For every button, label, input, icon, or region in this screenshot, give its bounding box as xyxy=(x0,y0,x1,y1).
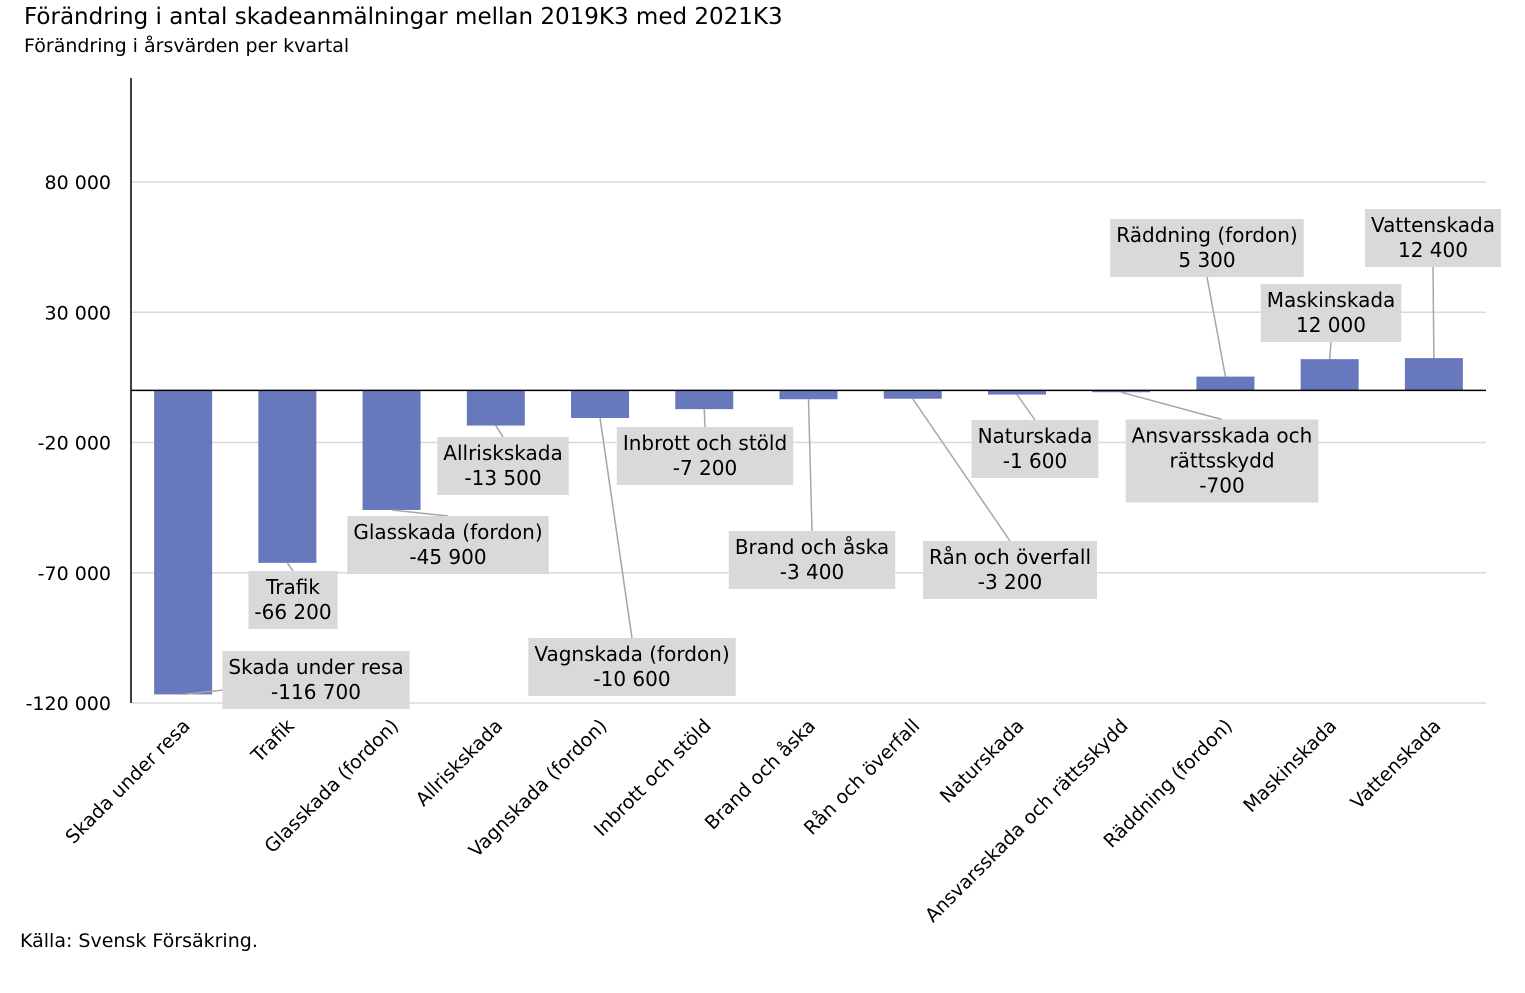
data-label-box xyxy=(437,437,569,495)
bar xyxy=(883,390,942,399)
x-tick-label: Rån och överfall xyxy=(799,714,924,839)
data-label-leader xyxy=(807,399,813,532)
x-tick-label: Skada under resa xyxy=(61,715,194,848)
data-label-box xyxy=(248,571,338,629)
data-label-box xyxy=(971,420,1099,478)
source-note: Källa: Svensk Försäkring. xyxy=(20,930,258,952)
bar xyxy=(1092,390,1151,393)
data-label: -3 400 xyxy=(780,560,844,584)
bar xyxy=(466,390,525,426)
bar xyxy=(154,390,213,695)
data-label-leader xyxy=(599,417,633,639)
data-label-leader xyxy=(495,425,504,438)
bar xyxy=(258,390,317,563)
data-label: -45 900 xyxy=(409,545,486,569)
data-label-box xyxy=(222,651,410,709)
data-label: Inbrott och stöld xyxy=(623,431,787,455)
data-label: 5 300 xyxy=(1178,248,1235,272)
data-label: -7 200 xyxy=(673,456,737,480)
data-label: 12 000 xyxy=(1296,313,1366,337)
x-tick-label: Allriskskada xyxy=(412,715,508,811)
x-tick-label: Vattenskada xyxy=(1347,715,1446,814)
data-label: Naturskada xyxy=(978,424,1093,448)
data-label: -1 600 xyxy=(1003,449,1067,473)
y-tick-label: -70 000 xyxy=(38,563,111,585)
data-label: -13 500 xyxy=(464,466,541,490)
data-label-box xyxy=(922,541,1098,599)
data-label: -116 700 xyxy=(271,680,361,704)
data-label: Vattenskada xyxy=(1371,213,1495,237)
data-label-leader xyxy=(1120,391,1223,421)
x-tick-label: Inbrott och stöld xyxy=(590,715,716,841)
data-label-leader xyxy=(1206,276,1227,377)
data-label-leader xyxy=(1016,394,1036,421)
data-label: Glasskada (fordon) xyxy=(353,520,542,544)
data-label: -10 600 xyxy=(593,667,670,691)
x-tick-label: Brand och åska xyxy=(700,714,820,834)
data-label-box xyxy=(1365,209,1501,267)
data-label: 12 400 xyxy=(1398,238,1468,262)
bar xyxy=(779,390,838,400)
x-tick-label: Naturskada xyxy=(936,715,1029,808)
data-label: -66 200 xyxy=(254,600,331,624)
data-label-box xyxy=(1125,419,1319,503)
x-tick-label: Maskinskada xyxy=(1239,715,1341,817)
data-label: -3 200 xyxy=(978,570,1042,594)
x-tick-label: Trafik xyxy=(246,715,299,768)
data-label-box xyxy=(347,516,549,574)
data-label: Trafik xyxy=(265,575,320,599)
data-label-leader xyxy=(1432,266,1435,359)
chart-title: Förändring i antal skadeanmälningar mell… xyxy=(24,4,783,30)
data-label-leader xyxy=(286,562,294,572)
data-label-box xyxy=(728,531,896,589)
data-label-box xyxy=(1110,219,1304,277)
y-tick-label: 30 000 xyxy=(45,302,111,324)
y-tick-label: 80 000 xyxy=(45,172,111,194)
data-label-box xyxy=(1260,284,1402,342)
data-label: rättsskydd xyxy=(1169,449,1274,473)
bar xyxy=(1196,376,1255,391)
data-label-leader xyxy=(1328,341,1332,360)
data-label: Ansvarsskada och xyxy=(1132,424,1313,448)
y-tick-label: -20 000 xyxy=(38,433,111,455)
data-label: Allriskskada xyxy=(443,441,562,465)
data-label: Brand och åska xyxy=(735,535,889,559)
data-label-leader xyxy=(912,398,1011,542)
data-label-box xyxy=(528,638,736,696)
data-label: Räddning (fordon) xyxy=(1116,223,1297,247)
data-label: Vagnskada (fordon) xyxy=(534,642,729,666)
data-label: Rån och överfall xyxy=(929,545,1091,569)
bar xyxy=(571,390,630,419)
data-label: -700 xyxy=(1199,474,1244,498)
data-label-leader xyxy=(391,509,449,517)
chart-subtitle: Förändring i årsvärden per kvartal xyxy=(24,35,350,57)
x-tick-label: Ansvarsskada och rättsskydd xyxy=(921,715,1133,927)
bar xyxy=(1404,358,1463,391)
bar xyxy=(1300,359,1359,391)
data-label: Skada under resa xyxy=(228,655,403,679)
y-tick-label: -120 000 xyxy=(26,693,111,715)
data-label: Maskinskada xyxy=(1267,288,1396,312)
bar xyxy=(987,390,1046,395)
data-label-box xyxy=(616,427,794,485)
bar xyxy=(675,390,734,410)
data-label-leader xyxy=(703,409,706,428)
bar xyxy=(362,390,421,510)
